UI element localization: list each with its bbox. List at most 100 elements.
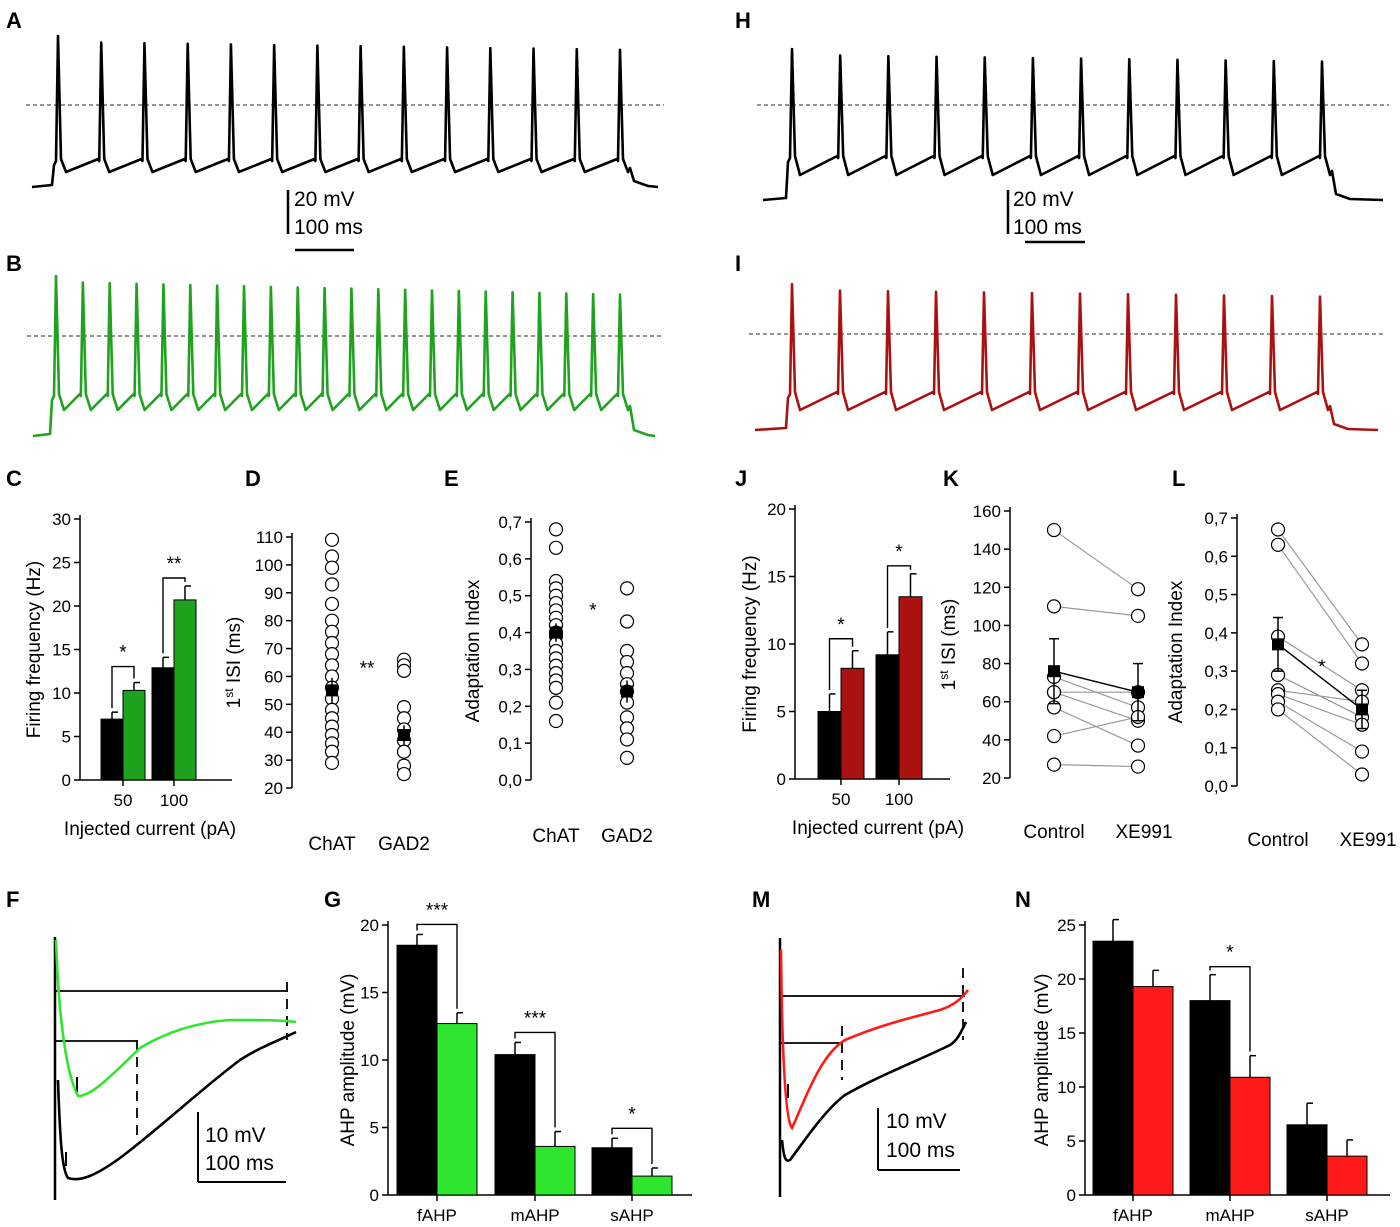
y-tick-label: 0,2 [1204,700,1228,719]
panel-label-k: K [943,466,959,491]
y-axis-label: AHP amplitude (mV) [338,974,359,1147]
y-tick-label: 0 [62,771,71,790]
y-tick-label: 30 [52,510,71,529]
chart-n: 0 5 10 15 20 25 AHP amplitude (mV) fAHP mAHP sAHP… [1032,916,1390,1225]
y-tick-label: 0,2 [498,697,522,716]
membrane-potential-trace [762,47,1384,202]
data-point-xe991 [1130,759,1146,774]
y-tick-label: 0 [1067,1186,1076,1205]
membrane-potential-trace [754,282,1379,432]
pair-line [1277,529,1363,645]
y-axis-label: Adaptation Index [463,579,484,722]
significance-marker: * [1226,943,1234,964]
spike-trace-b [27,274,661,438]
data-point-control [1046,728,1062,744]
pair-line [1277,636,1363,691]
y-tick-label: 5 [1067,1132,1076,1151]
bar-xe991-mahp [1229,1076,1271,1196]
y-tick-label: 0,5 [498,587,522,606]
bar-xe991-sahp [1326,1155,1368,1196]
panel-label-l: L [1172,466,1185,491]
data-point-control [1046,522,1062,538]
y-tick-label: 80 [982,655,1001,674]
x-tick-label: fAHP [417,1206,457,1225]
significance-bracket [162,577,186,654]
x-category-label: XE991 [1339,830,1396,851]
bar-gad2-sahp [631,1175,673,1196]
bar-control-100 [875,654,900,780]
panel-label-j: J [735,466,747,491]
y-tick-label: 10 [1057,1078,1076,1097]
bar-xe991-fahp [1132,986,1174,1196]
data-point-xe991 [1130,738,1146,753]
data-point-xe991 [1354,767,1370,782]
panel-label-g: G [324,887,341,912]
mean-marker [1048,665,1060,678]
y-tick-label: 5 [62,728,71,747]
y-axis-label: Adaptation Index [1166,580,1187,723]
y-tick-label: 20 [360,916,379,935]
significance-marker: ** [360,658,375,679]
x-tick-label: 100 [160,791,188,810]
panel-label-m: M [752,887,770,912]
scale-bar-time: 100 ms [294,216,363,239]
y-tick-label: 5 [370,1119,379,1138]
x-axis-label: Injected current (pA) [64,819,236,840]
x-tick-label: 100 [885,790,913,809]
significance-bracket [828,638,854,690]
significance-marker: *** [426,900,449,921]
chart-d: 20 30 40 50 60 70 80 90 100 110 1st ISI (ms) ChAT GA… [222,528,430,855]
y-tick-label: 0,1 [498,734,522,753]
y-tick-label: 25 [52,554,71,573]
y-tick-label: 0,3 [498,660,522,679]
x-category-label: XE991 [1115,822,1172,843]
bar-gad2-100 [173,599,197,781]
data-point-control [1270,537,1286,552]
y-tick-label: 140 [973,540,1001,559]
data-point [548,540,564,555]
data-point-xe991 [1354,744,1370,759]
y-axis-label: Firing frequency (Hz) [740,555,761,732]
data-point [548,522,564,537]
membrane-potential-trace [32,274,656,438]
scale-bar-m: 10 mV 100 ms [877,1108,960,1171]
pair-line [1053,691,1139,722]
x-category-label: ChAT [308,834,356,855]
y-tick-label: 120 [973,578,1001,597]
scale-bar-voltage: 20 mV [294,188,355,211]
significance-marker: * [1318,657,1326,678]
data-point [619,750,635,765]
data-point-xe991 [1130,582,1146,597]
y-tick-label: 100 [255,556,283,575]
significance-bracket [886,565,912,628]
ahp-trace-control [780,1021,968,1162]
y-tick-label: 0,5 [1204,586,1228,605]
y-tick-label: 0 [370,1186,379,1205]
panel-label-c: C [6,466,22,491]
significance-marker: *** [524,1008,547,1029]
bar-chat-100 [151,667,175,781]
data-point [324,532,340,547]
bar-gad2-mahp [534,1145,576,1196]
y-tick-label: 0,7 [1204,509,1228,528]
y-tick-label: 0 [777,770,786,789]
bar-chat-fahp [396,944,438,1196]
y-tick-label: 15 [1057,1024,1076,1043]
data-point-xe991 [1354,656,1370,671]
data-point-control [1270,702,1286,717]
y-tick-label: 10 [360,1051,379,1070]
significance-bracket [1209,965,1251,1052]
data-point [324,560,340,575]
pair-line [1053,716,1139,737]
x-tick-label: 50 [832,790,851,809]
mean-marker [621,685,633,698]
y-axis-label: 1st ISI (ms) [222,617,245,709]
bar-xe991-50 [840,667,865,780]
bar-control-mahp [1189,1000,1231,1196]
data-point [548,680,564,695]
chart-e: 0,0 0,1 0,2 0,3 0,4 0,5 0,6 0,7 Adaptation Index… [463,513,653,847]
y-tick-label: 20 [264,779,283,798]
data-point-control [1046,757,1062,772]
mean-marker [326,684,338,697]
scale-bar-h: 20 mV 100 ms [1006,188,1085,244]
